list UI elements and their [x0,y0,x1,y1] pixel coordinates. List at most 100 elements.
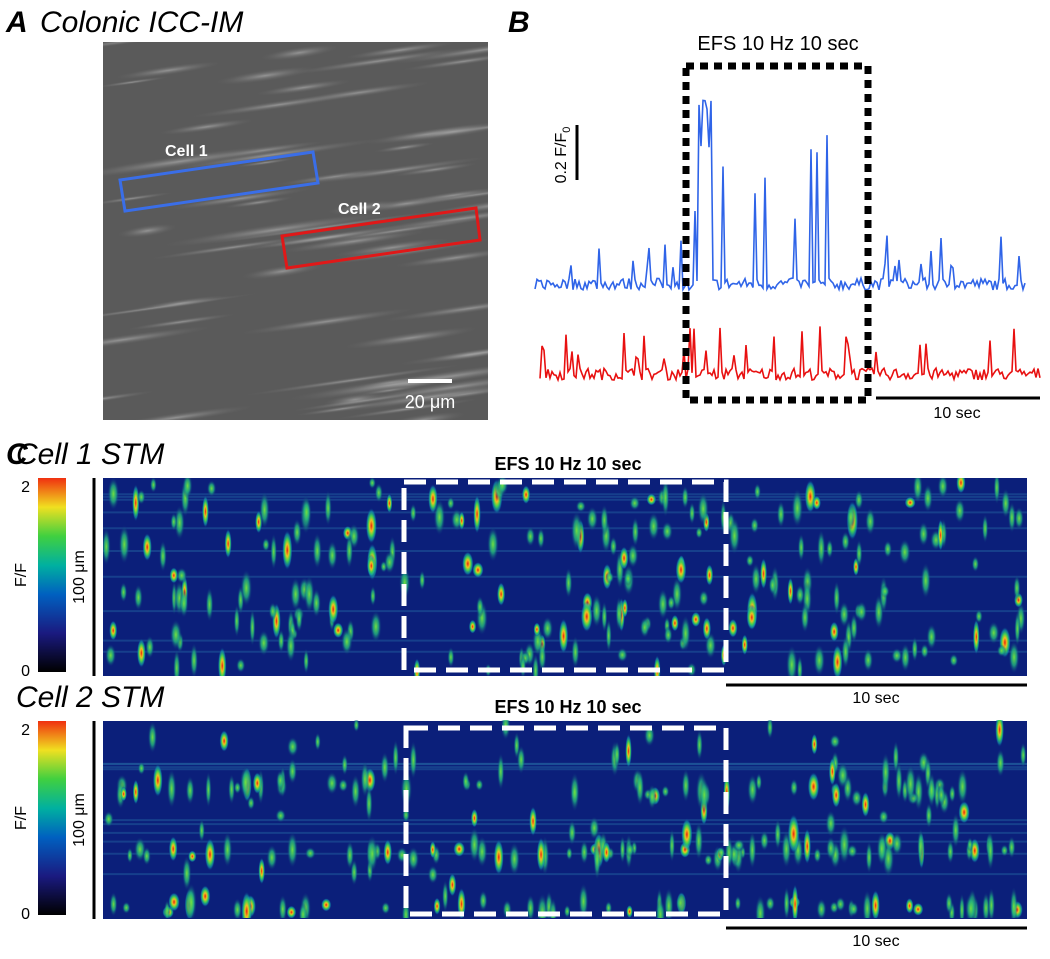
fiber [335,398,482,420]
event [829,734,841,749]
event [605,618,612,653]
event [407,846,420,872]
event [105,643,117,667]
event [496,478,509,496]
stimulus-label: EFS 10 Hz 10 sec [697,33,858,55]
colorbar-label: F/F [13,806,30,830]
panel-title: Colonic ICC-IM [40,6,243,39]
event [228,774,236,805]
event [688,502,696,525]
fiber [344,42,457,60]
event [147,721,158,754]
event [360,760,370,798]
fiber [241,364,465,397]
event [179,588,189,618]
event [369,585,377,607]
event [956,478,966,494]
event [948,784,956,804]
event [600,504,609,536]
event [925,802,933,829]
event [891,647,903,664]
event [627,543,639,569]
colorbar-label: F/F [13,563,30,587]
event [142,533,152,562]
event [168,892,180,912]
event [647,784,657,810]
event [865,507,876,536]
event [937,478,949,499]
event [625,842,635,858]
event [1014,506,1024,530]
event [262,537,270,552]
event [236,658,246,673]
event [473,494,481,534]
event [945,892,953,915]
event [675,894,686,912]
event [754,895,766,918]
event [418,570,426,591]
event [103,527,111,566]
event [881,752,891,792]
event [926,623,937,650]
fiber [114,61,223,80]
event [681,818,693,851]
event [876,831,887,866]
event [132,779,140,805]
event [457,887,466,918]
event [751,563,761,595]
map-title: Cell 1 STM [16,438,164,471]
event [995,720,1005,748]
event [613,740,621,769]
event [750,517,759,534]
event [578,883,589,918]
event [855,601,868,623]
event [252,772,262,795]
event [275,808,286,823]
event [567,820,577,846]
scale-label: 100 μm [71,550,88,604]
event [668,828,676,863]
event [838,825,851,865]
event [912,478,923,504]
event [826,539,834,559]
fiber [382,295,488,322]
event [828,757,836,786]
event [880,584,890,598]
panel-label: A [5,6,28,39]
event [619,546,629,570]
event [588,816,600,840]
event [746,604,758,631]
event [565,846,573,861]
fiber [402,187,488,204]
event [766,720,774,740]
event [615,596,623,631]
event [661,785,670,798]
event [854,489,864,511]
fiber [103,326,214,354]
fiber [214,66,316,85]
event [836,762,849,789]
fiber [305,217,488,244]
panel-label: C [6,438,29,471]
event [570,510,583,551]
scale-text: 0.2 F/F [553,133,570,184]
event [270,533,278,570]
event [374,483,383,503]
event [1007,836,1016,859]
event [472,561,484,578]
fiber [288,47,470,75]
event [783,886,790,918]
event [366,834,378,873]
event [912,902,924,916]
event [321,898,332,912]
event [169,619,182,651]
event [170,512,178,531]
event [883,540,893,559]
event [831,782,841,809]
scale-label: 0.2 F/F0 [553,127,573,184]
event [268,602,277,621]
event [429,840,436,859]
event [663,626,673,644]
event [185,882,197,918]
event [813,644,826,676]
